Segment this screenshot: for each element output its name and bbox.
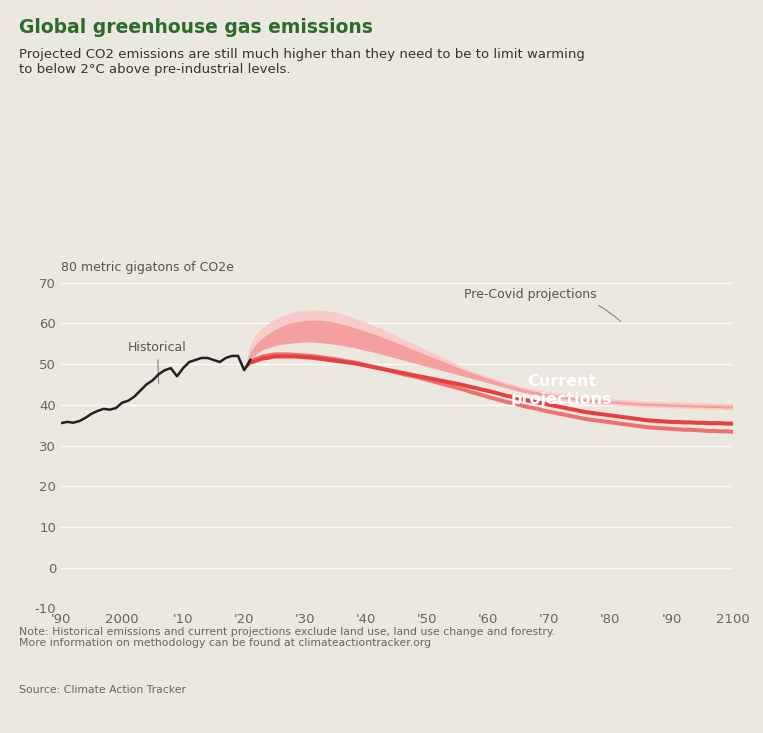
Text: Current
projections: Current projections [510, 375, 613, 407]
Text: 80 metric gigatons of CO2e: 80 metric gigatons of CO2e [61, 262, 234, 274]
Text: Pre-Covid projections: Pre-Covid projections [464, 288, 620, 322]
Text: Source: Climate Action Tracker: Source: Climate Action Tracker [19, 685, 186, 696]
Text: Note: Historical emissions and current projections exclude land use, land use ch: Note: Historical emissions and current p… [19, 627, 555, 648]
Text: Global greenhouse gas emissions: Global greenhouse gas emissions [19, 18, 373, 37]
Text: Historical: Historical [128, 342, 187, 383]
Text: Projected CO2 emissions are still much higher than they need to be to limit warm: Projected CO2 emissions are still much h… [19, 48, 585, 75]
